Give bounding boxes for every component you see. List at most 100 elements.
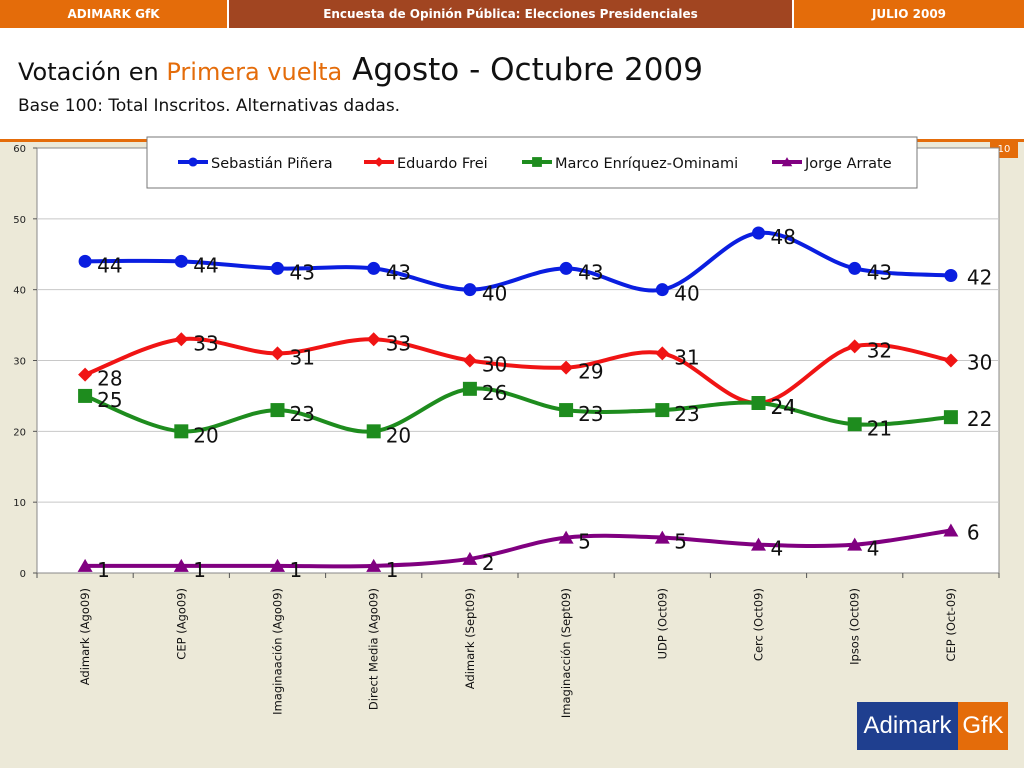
data-label: 44: [97, 253, 122, 277]
data-point: [366, 558, 382, 572]
y-tick-label: 40: [13, 286, 26, 297]
page-subtitle: Base 100: Total Inscritos. Alternativas …: [18, 96, 401, 116]
data-point: [944, 269, 958, 282]
data-point: [847, 339, 862, 354]
data-point: [462, 353, 477, 368]
title-part-2: Primera vuelta: [166, 58, 343, 86]
data-label: 1: [97, 558, 110, 582]
data-label: 30: [967, 351, 992, 375]
chart-legend: Sebastián Piñera Eduardo Frei Marco Enríqu…: [146, 136, 918, 189]
legend-swatch-marker: [188, 157, 198, 167]
data-point: [270, 558, 285, 572]
data-label: 43: [290, 260, 315, 284]
data-label: 24: [771, 395, 796, 419]
header-bar: ADIMARK GfK Encuesta de Opinión Pública:…: [0, 0, 1024, 28]
data-point: [367, 261, 381, 275]
data-label: 48: [771, 225, 796, 249]
x-axis: Adimark (Ago09) CEP (Ago09) Imaginaación (…: [36, 573, 1000, 718]
data-label: 30: [482, 353, 507, 377]
legend-swatch-marker: [532, 157, 542, 167]
data-label: 6: [967, 521, 980, 545]
data-label: 40: [482, 282, 507, 306]
y-tick-label: 30: [13, 357, 26, 368]
header-brand: ADIMARK GfK: [0, 0, 229, 28]
data-point: [270, 346, 285, 361]
data-point: [559, 261, 573, 275]
header-survey-title: Encuesta de Opinión Pública: Elecciones …: [229, 0, 794, 28]
data-label: 21: [867, 416, 892, 440]
data-point: [173, 558, 189, 572]
data-point: [78, 367, 93, 382]
data-label: 43: [867, 260, 892, 284]
x-tick-label: CEP (Ago09): [174, 588, 188, 660]
data-label: 5: [674, 530, 687, 554]
data-label: 1: [193, 558, 206, 582]
data-label: 43: [386, 260, 411, 284]
data-label: 1: [386, 558, 399, 582]
data-point: [174, 332, 189, 347]
data-label: 20: [193, 423, 218, 447]
series-line: [83, 528, 953, 569]
data-label: 5: [578, 530, 591, 554]
data-label: 26: [482, 381, 507, 405]
data-point: [270, 403, 285, 418]
data-label: 40: [674, 282, 699, 306]
series-line: [83, 386, 953, 434]
x-tick-label: Cerc (Oct09): [752, 588, 766, 661]
adimark-gfk-logo: Adimark GfK: [857, 702, 1008, 750]
data-label: 33: [386, 331, 411, 355]
data-label: 33: [193, 331, 218, 355]
data-point: [847, 537, 863, 551]
data-label: 24: [771, 395, 796, 419]
legend-entry: Marco Enríquez-Ominami: [555, 156, 738, 172]
series-markers: [77, 226, 959, 572]
header-date: JULIO 2009: [794, 0, 1024, 28]
data-point: [463, 283, 477, 297]
data-point: [655, 283, 669, 297]
data-label: 23: [578, 402, 603, 426]
data-point: [751, 537, 766, 551]
data-label: 23: [290, 402, 315, 426]
data-label: 20: [386, 423, 411, 447]
data-point: [174, 424, 189, 439]
data-point: [655, 403, 670, 418]
data-point: [558, 530, 574, 544]
data-point: [751, 396, 766, 410]
data-label: 43: [578, 260, 603, 284]
data-point: [847, 417, 862, 432]
logo-gfk: GfK: [958, 702, 1008, 750]
y-axis: 0 10 20 30 40 50 60: [13, 144, 37, 580]
series-line: [83, 336, 953, 406]
data-point: [943, 353, 958, 368]
data-point: [78, 388, 93, 403]
data-point: [462, 551, 478, 565]
legend-entry: Eduardo Frei: [397, 156, 488, 172]
data-label: 23: [674, 402, 699, 426]
legend-entry: Sebastián Piñera: [211, 156, 333, 172]
data-point: [559, 360, 574, 375]
x-tick-label: UDP (Oct09): [655, 588, 669, 659]
y-tick-label: 50: [13, 215, 26, 226]
data-label: 22: [967, 407, 992, 431]
data-point: [654, 530, 670, 544]
y-tick-label: 60: [13, 144, 26, 155]
gridlines: [37, 218, 999, 503]
x-tick-label: Adimark (Sept09): [463, 588, 477, 689]
data-point: [559, 403, 574, 418]
data-label: 25: [97, 388, 122, 412]
data-point: [366, 424, 381, 439]
data-label: 4: [771, 537, 784, 561]
data-point: [655, 346, 670, 361]
data-label: 2: [482, 551, 495, 575]
title-part-1: Votación en: [18, 58, 167, 86]
x-tick-label: Imaginacción (Sept09): [559, 588, 573, 718]
series-lines: [83, 230, 953, 569]
data-label: 44: [193, 253, 218, 277]
legend-swatch-marker: [781, 157, 793, 167]
x-tick-label: Imaginaación (Ago09): [271, 588, 285, 715]
data-point: [77, 558, 93, 572]
data-point: [78, 254, 92, 268]
data-label: 4: [867, 537, 880, 561]
data-label: 29: [578, 360, 603, 384]
data-label: 28: [97, 367, 122, 391]
